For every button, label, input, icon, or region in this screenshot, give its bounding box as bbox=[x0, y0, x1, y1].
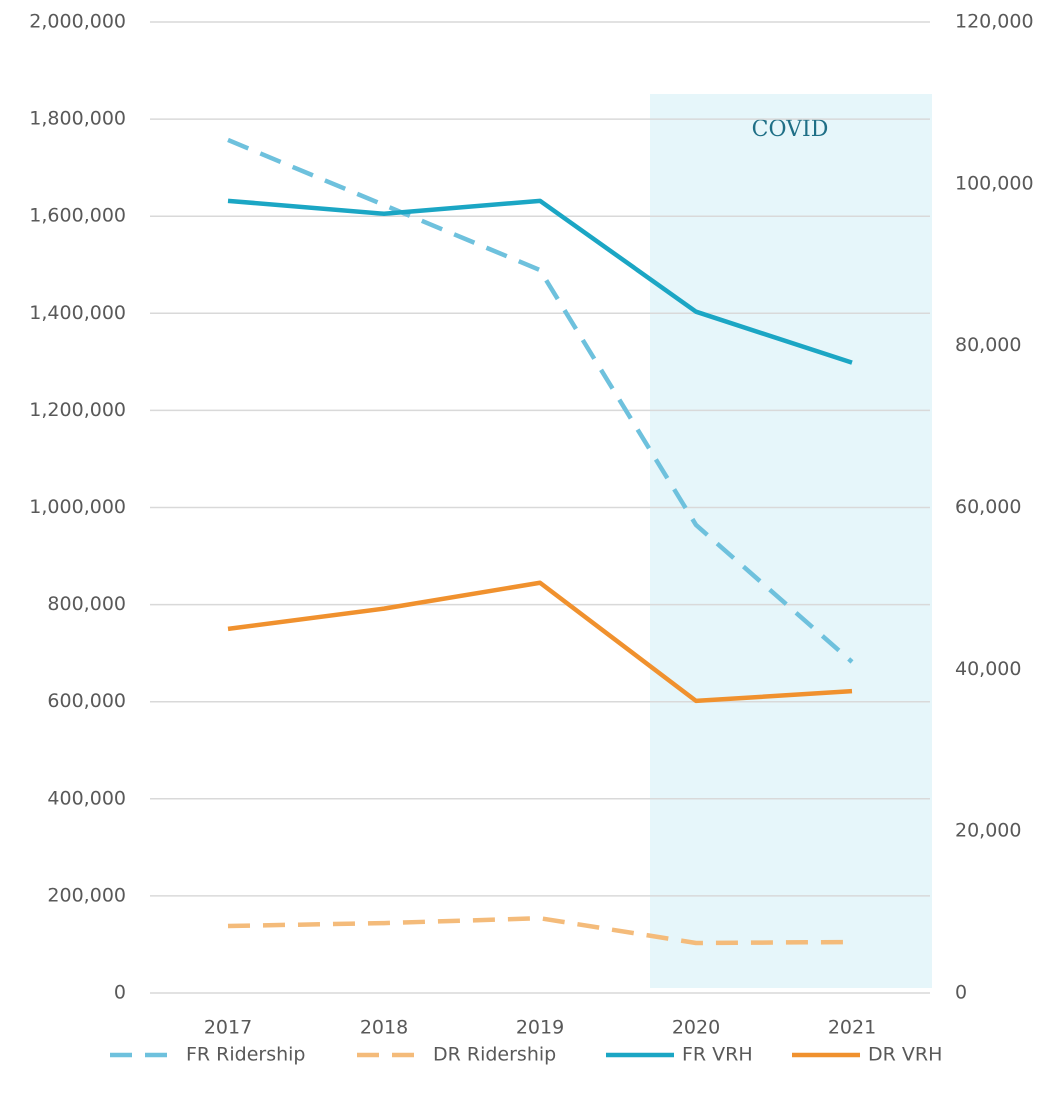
series-line bbox=[227, 198, 853, 365]
y-tick-label: 400,000 bbox=[47, 787, 126, 809]
y-tick-label: 600,000 bbox=[47, 690, 126, 712]
x-tick-label: 2020 bbox=[672, 1017, 720, 1039]
legend-label: FR VRH bbox=[682, 1044, 753, 1066]
x-tick-label: 2017 bbox=[204, 1017, 252, 1039]
y2-tick-label: 60,000 bbox=[955, 496, 1021, 518]
legend-label: DR VRH bbox=[868, 1044, 942, 1066]
y-tick-label: 200,000 bbox=[47, 884, 126, 906]
y-tick-label: 1,400,000 bbox=[29, 302, 126, 324]
y-tick-label: 1,600,000 bbox=[29, 205, 126, 227]
y-tick-label: 800,000 bbox=[47, 593, 126, 615]
y2-tick-label: 80,000 bbox=[955, 334, 1021, 356]
y-tick-label: 1,000,000 bbox=[29, 496, 126, 518]
y-tick-label: 1,200,000 bbox=[29, 399, 126, 421]
y2-tick-label: 100,000 bbox=[955, 172, 1034, 194]
y-tick-label: 2,000,000 bbox=[29, 11, 126, 33]
x-tick-label: 2021 bbox=[828, 1017, 876, 1039]
series-line bbox=[227, 580, 853, 704]
x-tick-label: 2018 bbox=[360, 1017, 408, 1039]
y2-tick-label: 20,000 bbox=[955, 820, 1021, 842]
legend-label: FR Ridership bbox=[186, 1044, 306, 1066]
y2-tick-label: 40,000 bbox=[955, 658, 1021, 680]
annotation: COVID bbox=[752, 117, 829, 142]
legend-label: DR Ridership bbox=[433, 1044, 556, 1066]
x-tick-label: 2019 bbox=[516, 1017, 564, 1039]
y2-tick-label: 0 bbox=[955, 982, 967, 1004]
y-tick-label: 0 bbox=[114, 982, 126, 1004]
y-tick-label: 1,800,000 bbox=[29, 108, 126, 130]
series-line bbox=[227, 137, 854, 664]
y2-tick-label: 120,000 bbox=[955, 11, 1034, 33]
covid-band bbox=[650, 94, 932, 988]
